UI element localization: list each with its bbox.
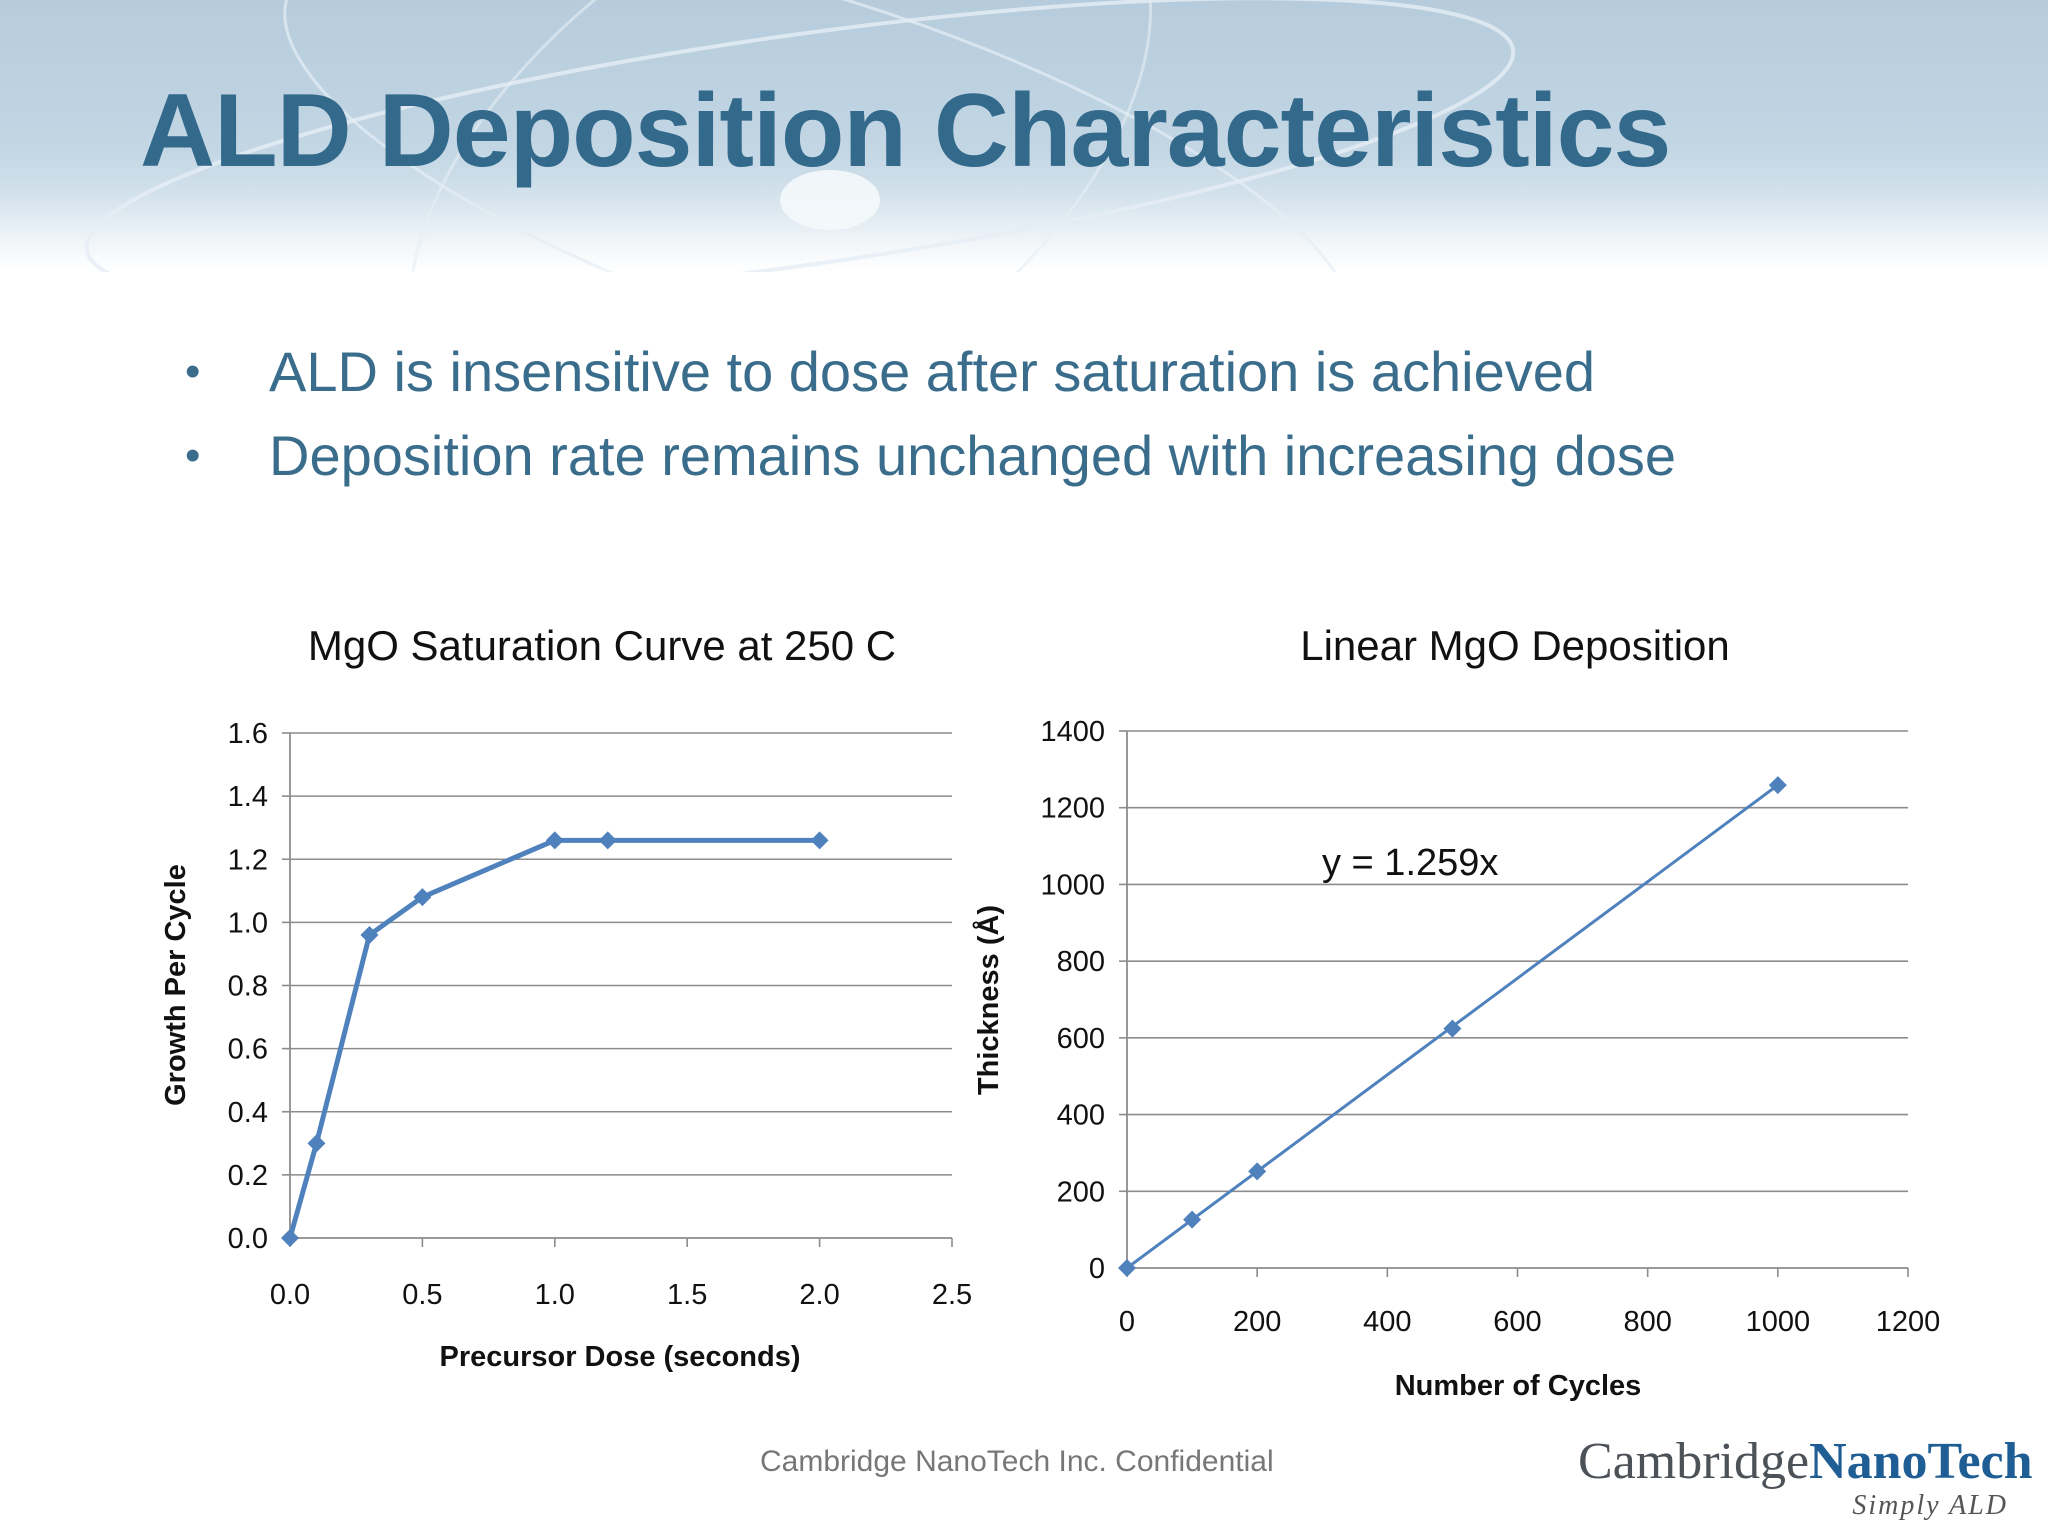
y-tick-label: 400 (1057, 1100, 1105, 1132)
y-tick-label: 0.8 (228, 971, 268, 1003)
y-tick-label: 1.0 (228, 907, 268, 939)
x-tick-label: 0 (1119, 1306, 1135, 1338)
y-tick-label: 1.6 (228, 718, 268, 750)
x-tick-label: 1.5 (667, 1279, 707, 1311)
data-point-marker (307, 1134, 326, 1153)
y-tick-label: 0.2 (228, 1160, 268, 1192)
bullet-dot-icon: • (185, 431, 201, 480)
x-tick-label: 200 (1233, 1306, 1281, 1338)
bullet-text: ALD is insensitive to dose after saturat… (269, 340, 1596, 403)
logo-word-cambridge: Cambridge (1578, 1433, 1810, 1490)
y-tick-labels: 0.0 0.2 0.4 0.6 0.8 1.0 1.2 1.4 1.6 (228, 718, 268, 1255)
data-point-marker (598, 831, 617, 850)
y-tick-label: 200 (1057, 1176, 1105, 1208)
data-point-marker (810, 831, 829, 850)
x-tick-label: 2.0 (799, 1279, 839, 1311)
x-tick-labels: 0 200 400 600 800 1000 1200 (1119, 1306, 1940, 1338)
y-tick-label: 1000 (1040, 869, 1105, 901)
data-point-marker (545, 831, 564, 850)
logo-wordmark: CambridgeNanoTech (1578, 1432, 2033, 1491)
data-point-marker (1443, 1019, 1462, 1038)
y-tick-label: 0.6 (228, 1034, 268, 1066)
bullet-list: • ALD is insensitive to dose after satura… (185, 330, 1676, 498)
chart-gridlines (1127, 730, 1908, 1193)
y-tick-label: 0.4 (228, 1097, 268, 1129)
y-tick-label: 1200 (1040, 793, 1105, 825)
x-tick-label: 0.0 (270, 1279, 310, 1311)
chart-title: MgO Saturation Curve at 250 C (308, 622, 896, 669)
data-point-marker (413, 888, 432, 907)
x-axis-label: Precursor Dose (seconds) (439, 1341, 800, 1373)
x-tick-labels: 0.0 0.5 1.0 1.5 2.0 2.5 (270, 1279, 972, 1311)
chart-gridlines (290, 732, 952, 1176)
y-tick-label: 1400 (1040, 716, 1105, 748)
footer-confidential: Cambridge NanoTech Inc. Confidential (760, 1445, 1274, 1478)
company-logo: CambridgeNanoTech Simply ALD (1578, 1432, 2033, 1522)
bullet-item: • Deposition rate remains unchanged with … (185, 414, 1676, 498)
data-point-marker (1768, 776, 1787, 795)
y-tick-label: 800 (1057, 946, 1105, 978)
x-tick-label: 400 (1363, 1306, 1411, 1338)
slide-header-banner: ALD Deposition Characteristics (0, 0, 2048, 272)
x-tick-label: 1200 (1876, 1306, 1941, 1338)
y-tick-label: 1.4 (228, 781, 268, 813)
logo-tagline: Simply ALD (1852, 1490, 2008, 1521)
x-tick-label: 800 (1623, 1306, 1671, 1338)
y-tick-label: 0 (1089, 1253, 1105, 1285)
chart-axes (1119, 730, 1909, 1277)
trendline-equation: y = 1.259x (1322, 842, 1498, 884)
y-tick-labels: 0 200 400 600 800 1000 1200 1400 (1040, 716, 1105, 1285)
data-series (1118, 776, 1787, 1277)
x-tick-label: 600 (1493, 1306, 1541, 1338)
y-tick-label: 1.2 (228, 844, 268, 876)
data-point-marker (1118, 1259, 1136, 1277)
x-axis-label: Number of Cycles (1395, 1370, 1642, 1402)
bullet-text: Deposition rate remains unchanged with i… (269, 424, 1677, 487)
data-point-marker (1248, 1162, 1267, 1181)
atom-orbit-decoration (84, 0, 1516, 272)
x-tick-label: 2.5 (932, 1279, 972, 1311)
y-tick-label: 0.0 (228, 1223, 268, 1255)
slide-title: ALD Deposition Characteristics (140, 73, 1671, 189)
data-point-marker (281, 1229, 299, 1247)
y-axis-label: Growth Per Cycle (160, 864, 192, 1106)
logo-word-nanotech: NanoTech (1809, 1433, 2033, 1490)
bullet-item: • ALD is insensitive to dose after satura… (185, 330, 1676, 414)
y-axis-label: Thickness (Å) (972, 905, 1005, 1095)
data-point-marker (360, 926, 379, 944)
y-tick-label: 600 (1057, 1023, 1105, 1055)
data-point-marker (1183, 1210, 1202, 1229)
x-tick-label: 1.0 (535, 1279, 575, 1311)
chart-title: Linear MgO Deposition (1300, 622, 1730, 669)
bullet-dot-icon: • (185, 347, 201, 396)
x-tick-label: 0.5 (402, 1279, 442, 1311)
data-series (281, 831, 829, 1247)
x-tick-label: 1000 (1746, 1306, 1811, 1338)
